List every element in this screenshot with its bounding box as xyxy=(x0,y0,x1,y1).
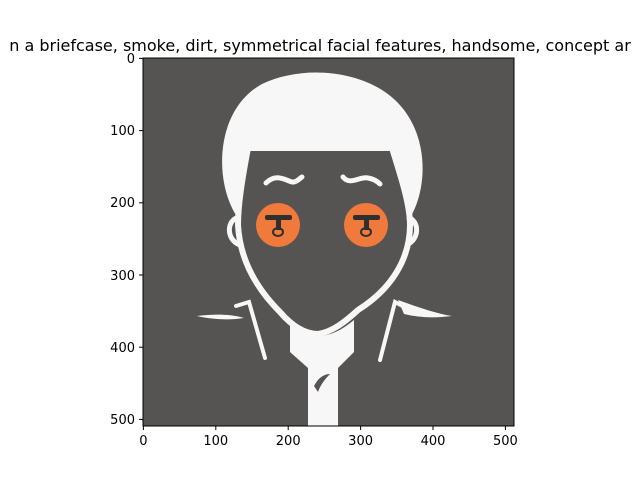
left-collar xyxy=(234,299,267,360)
y-axis: 0 100 200 300 400 500 xyxy=(110,52,143,428)
right-collar-flap xyxy=(398,300,452,318)
face-shape xyxy=(234,145,414,338)
x-tick-label: 400 xyxy=(421,434,446,449)
y-tick-label: 0 xyxy=(127,52,135,67)
x-tick-label: 100 xyxy=(203,434,228,449)
left-eyebrow xyxy=(263,174,305,186)
figure-title: n a briefcase, smoke, dirt, symmetrical … xyxy=(9,36,631,55)
x-tick-label: 300 xyxy=(348,434,373,449)
right-eyebrow xyxy=(340,174,383,187)
shirt-fold xyxy=(314,374,330,392)
left-eye xyxy=(256,203,300,247)
y-tick-label: 400 xyxy=(110,341,135,356)
right-eye xyxy=(344,203,388,247)
x-tick-label: 0 xyxy=(139,434,147,449)
x-tick-label: 500 xyxy=(493,434,518,449)
image-content xyxy=(143,58,514,426)
x-tick-label: 200 xyxy=(276,434,301,449)
x-axis: 0 100 200 300 400 500 xyxy=(139,426,518,449)
left-ear xyxy=(226,214,242,248)
y-tick-label: 500 xyxy=(110,413,135,428)
y-tick-label: 200 xyxy=(110,196,135,211)
neck-shirt xyxy=(290,320,354,426)
right-ear xyxy=(404,214,420,248)
axes-frame xyxy=(142,57,515,427)
y-tick-label: 300 xyxy=(110,269,135,284)
y-tick-label: 100 xyxy=(110,124,135,139)
left-collar-flap xyxy=(197,314,244,320)
